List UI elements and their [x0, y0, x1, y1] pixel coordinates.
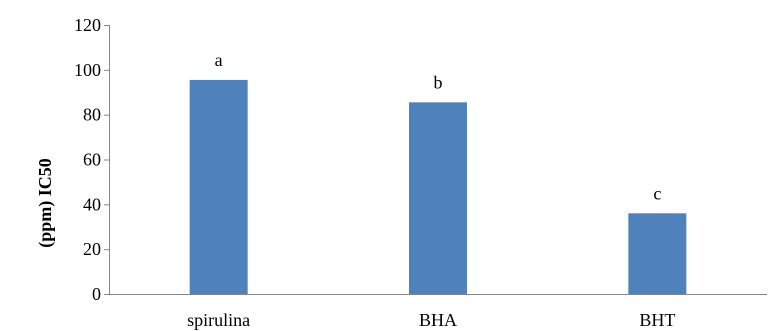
y-tick-label: 20	[83, 239, 101, 259]
bar	[189, 79, 248, 294]
bar-label: c	[653, 183, 661, 203]
y-tick-label: 100	[74, 60, 101, 80]
y-tick-label: 0	[92, 284, 101, 304]
y-tick-label: 80	[83, 105, 101, 125]
x-tick-label: BHA	[419, 310, 457, 330]
y-tick-label: 120	[74, 15, 101, 35]
bar-label: a	[215, 50, 223, 70]
y-axis: 0 20 40 60 80 100 120	[74, 15, 109, 304]
y-axis-title: (ppm) IC50	[35, 158, 56, 248]
x-tick-label: BHT	[639, 310, 675, 330]
bar-series	[189, 79, 687, 295]
bar-label: b	[434, 72, 443, 92]
bar	[628, 213, 687, 294]
bar	[409, 102, 467, 295]
x-axis: spirulina BHA BHT	[187, 310, 675, 330]
y-tick-label: 60	[83, 150, 101, 170]
bar-significance-labels: a b c	[215, 50, 662, 203]
x-tick-label: spirulina	[187, 310, 250, 330]
y-tick-label: 40	[83, 194, 101, 214]
